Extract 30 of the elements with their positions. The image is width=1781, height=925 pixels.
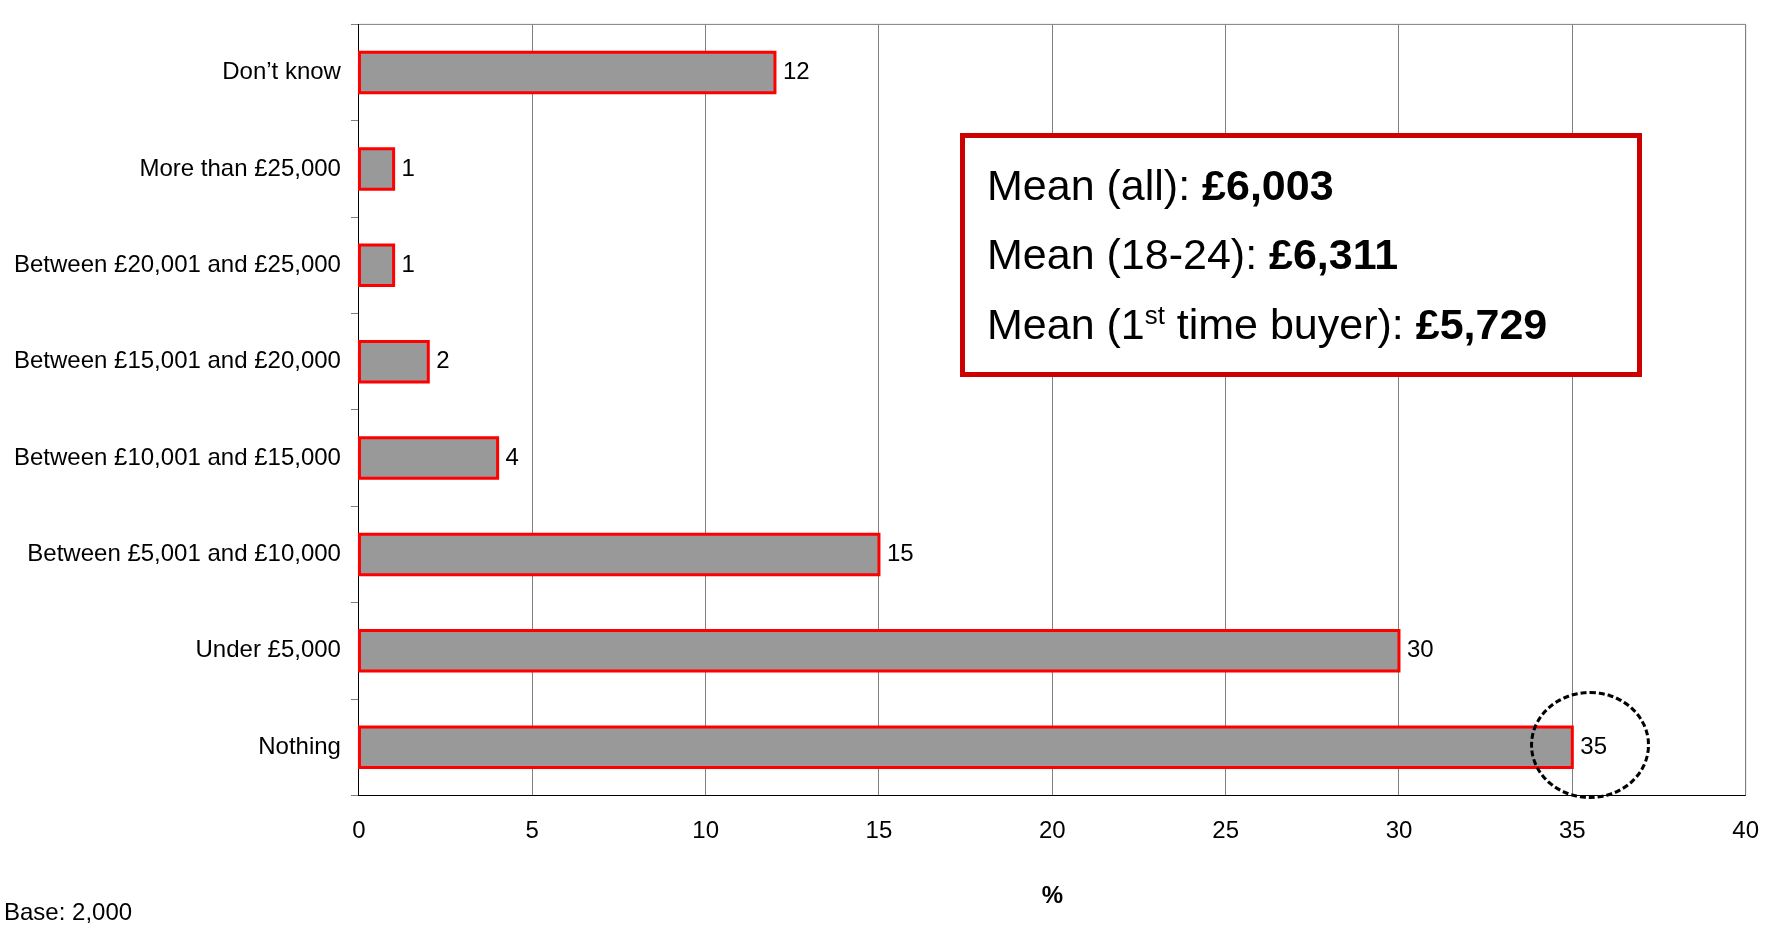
data-label: 4: [505, 442, 519, 470]
x-tick-label: 10: [692, 816, 719, 844]
annotation: Mean (all): £6,003: [987, 161, 1335, 210]
x-tick-label: 40: [1732, 816, 1759, 844]
y-tick-label: Under £5,000: [195, 635, 341, 663]
data-label: 35: [1580, 731, 1608, 759]
y-tick-label: Between £20,001 and £25,000: [14, 249, 341, 277]
x-axis-title: %: [1041, 881, 1063, 909]
data-label: 2: [436, 346, 450, 374]
y-tick-label: Don’t know: [222, 57, 342, 85]
x-tick-label: 0: [352, 816, 366, 844]
text: Base: 2,000: [4, 898, 133, 925]
data-label: 1: [401, 153, 415, 181]
annotation: Mean (1$^{st}$ time buyer): £5,729: [987, 299, 1549, 349]
data-label: 12: [782, 57, 810, 85]
y-tick-label: Between £5,001 and £10,000: [27, 539, 341, 567]
y-tick-label: Nothing: [258, 731, 341, 759]
x-tick-label: 30: [1385, 816, 1413, 844]
x-tick-label: 20: [1038, 816, 1066, 844]
x-tick-label: 25: [1212, 816, 1239, 844]
y-tick-label: More than £25,000: [139, 153, 341, 181]
x-tick-label: 15: [865, 816, 893, 844]
annotation: Mean (18-24): £6,311: [987, 230, 1400, 279]
data-label: 15: [886, 539, 914, 567]
data-label: 1: [401, 249, 415, 277]
y-tick-label: Between £10,001 and £15,000: [14, 442, 341, 470]
y-tick-label: Between £15,001 and £20,000: [14, 346, 341, 374]
x-tick-label: 5: [525, 816, 539, 844]
data-label: 30: [1406, 635, 1434, 663]
x-tick-label: 35: [1558, 816, 1586, 844]
